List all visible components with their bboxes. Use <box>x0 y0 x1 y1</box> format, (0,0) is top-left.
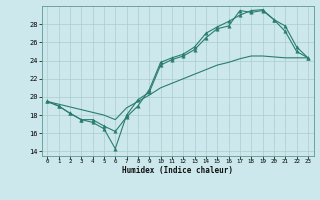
X-axis label: Humidex (Indice chaleur): Humidex (Indice chaleur) <box>122 166 233 175</box>
